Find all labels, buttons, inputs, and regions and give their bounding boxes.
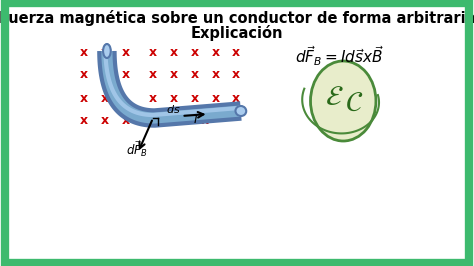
Text: x: x (121, 45, 129, 59)
Text: x: x (170, 69, 178, 81)
Text: x: x (232, 69, 240, 81)
Text: x: x (191, 45, 199, 59)
Text: x: x (80, 92, 88, 105)
Text: x: x (80, 114, 88, 127)
Text: x: x (170, 92, 178, 105)
Text: $ds$: $ds$ (166, 103, 181, 115)
Text: x: x (100, 45, 109, 59)
Ellipse shape (236, 106, 246, 116)
Text: x: x (211, 45, 219, 59)
Text: x: x (121, 69, 129, 81)
Text: $\mathcal{C}$: $\mathcal{C}$ (345, 89, 363, 117)
Text: x: x (80, 69, 88, 81)
Text: Fuerza magnética sobre un conductor de forma arbitraria: Fuerza magnética sobre un conductor de f… (0, 10, 474, 26)
Text: x: x (149, 45, 157, 59)
Text: x: x (149, 69, 157, 81)
Text: x: x (201, 114, 209, 127)
Text: x: x (149, 92, 157, 105)
Text: x: x (170, 45, 178, 59)
Text: x: x (211, 92, 219, 105)
Text: Explicación: Explicación (191, 25, 283, 41)
Text: x: x (191, 69, 199, 81)
Text: x: x (191, 92, 199, 105)
Text: x: x (211, 69, 219, 81)
Text: x: x (232, 45, 240, 59)
Text: x: x (100, 92, 109, 105)
Text: $d\vec{F}_B$: $d\vec{F}_B$ (126, 140, 148, 159)
Ellipse shape (310, 61, 376, 141)
Ellipse shape (103, 44, 111, 58)
Text: x: x (170, 114, 178, 127)
Text: $I$: $I$ (193, 113, 198, 126)
Text: $d\vec{F}_B = Id\vec{s}x\vec{B}$: $d\vec{F}_B = Id\vec{s}x\vec{B}$ (295, 44, 383, 68)
Text: x: x (80, 45, 88, 59)
Text: $\mathcal{E}$: $\mathcal{E}$ (325, 83, 343, 111)
Text: x: x (149, 114, 157, 127)
Text: x: x (121, 114, 129, 127)
Text: x: x (232, 92, 240, 105)
Text: x: x (100, 114, 109, 127)
